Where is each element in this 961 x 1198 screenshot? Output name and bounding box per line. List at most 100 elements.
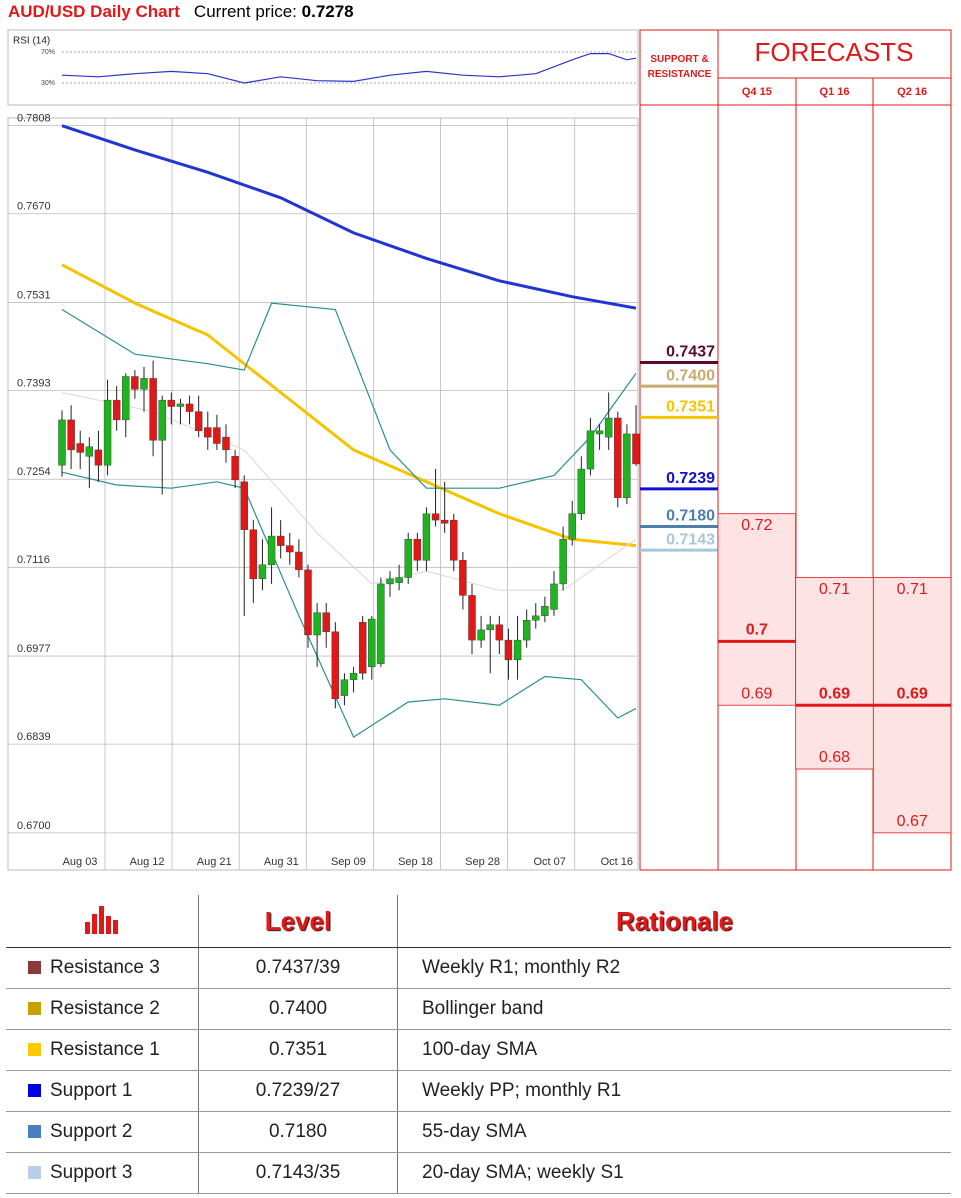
candle-body bbox=[122, 376, 130, 421]
candle-body bbox=[222, 436, 230, 451]
candle-body bbox=[231, 456, 239, 481]
candle-body bbox=[395, 577, 403, 583]
forecast-mid-label: 0.69 bbox=[897, 685, 928, 702]
candle-body bbox=[295, 551, 303, 571]
name-cell: Support 1 bbox=[6, 1070, 199, 1112]
rationale-cell: Bollinger band bbox=[397, 988, 951, 1030]
price: 0.7278 bbox=[301, 2, 354, 21]
candle-body bbox=[522, 620, 531, 641]
swatch bbox=[28, 1043, 41, 1056]
table-row: Resistance 3 0.7437/39 Weekly R1; monthly … bbox=[6, 947, 951, 989]
candle-body bbox=[358, 622, 367, 674]
candle-body bbox=[477, 629, 485, 641]
level-label: 0.7143 bbox=[666, 531, 715, 548]
forecast-high-label: 0.71 bbox=[897, 581, 928, 598]
candle-body bbox=[140, 378, 148, 390]
candle-body bbox=[149, 378, 157, 441]
candle-body bbox=[240, 481, 248, 530]
y-tick-label: 0.7116 bbox=[17, 554, 50, 566]
indicator-line bbox=[61, 471, 637, 738]
rsi-tick-label: 70% bbox=[41, 49, 55, 56]
table-row: Support 1 0.7239/27 Weekly PP; monthly R1 bbox=[6, 1070, 951, 1112]
quarter-label: Q4 15 bbox=[742, 86, 772, 98]
candle-body bbox=[67, 419, 75, 451]
swatch bbox=[28, 961, 41, 974]
candle-body bbox=[459, 560, 467, 596]
indicator-line bbox=[61, 302, 637, 489]
level-cell: 0.7400 bbox=[198, 988, 398, 1030]
forecast-range bbox=[795, 577, 874, 770]
y-tick-label: 0.7393 bbox=[17, 377, 51, 389]
forecast-range bbox=[717, 513, 797, 706]
candle-body bbox=[550, 583, 558, 610]
candle-body bbox=[331, 631, 340, 700]
candle-body bbox=[504, 639, 513, 661]
level-label: 0.7180 bbox=[666, 508, 715, 525]
candle-body bbox=[440, 519, 449, 524]
indicator-line bbox=[61, 263, 637, 548]
candle-body bbox=[568, 513, 576, 540]
table-row: Support 3 0.7143/35 20-day SMA; weekly S1 bbox=[6, 1152, 951, 1194]
forecast-high-label: 0.72 bbox=[741, 517, 772, 534]
row-name: Support 3 bbox=[50, 1162, 133, 1183]
candle-body bbox=[167, 399, 176, 407]
candle-body bbox=[103, 399, 112, 466]
x-tick-label: Aug 31 bbox=[264, 856, 299, 868]
x-tick-label: Oct 07 bbox=[533, 856, 565, 868]
quarter-label: Q2 16 bbox=[897, 86, 927, 98]
swatch bbox=[28, 1166, 41, 1179]
candle-body bbox=[541, 606, 549, 617]
row-name: Resistance 1 bbox=[50, 1039, 160, 1060]
candle-body bbox=[368, 618, 376, 668]
level-cell: 0.7143/35 bbox=[198, 1152, 398, 1194]
level-cell: 0.7180 bbox=[198, 1111, 398, 1153]
row-name: Resistance 2 bbox=[50, 998, 160, 1019]
y-tick-label: 0.7531 bbox=[17, 289, 51, 301]
forecast-title: FORECASTS bbox=[755, 37, 914, 67]
level-cell: 0.7351 bbox=[198, 1029, 398, 1071]
level-label: 0.7239 bbox=[666, 470, 715, 487]
candle-body bbox=[267, 535, 276, 565]
y-tick-label: 0.7808 bbox=[17, 113, 51, 125]
x-tick-label: Aug 03 bbox=[63, 856, 98, 868]
level-cell: 0.7239/27 bbox=[198, 1070, 398, 1112]
header: AUD/USD Daily Chart Current price: 0.7278 bbox=[8, 2, 354, 22]
candle-body bbox=[213, 427, 221, 444]
name-cell: Resistance 3 bbox=[6, 947, 199, 989]
candle-body bbox=[258, 564, 267, 580]
candle-body bbox=[204, 427, 212, 438]
candle-body bbox=[377, 583, 385, 664]
candle-body bbox=[604, 417, 613, 438]
level-label: 0.7351 bbox=[666, 399, 715, 416]
y-tick-label: 0.6839 bbox=[17, 731, 51, 743]
candle-body bbox=[340, 679, 349, 696]
rationale-header: Rationale bbox=[397, 895, 951, 948]
forecast-low-label: 0.68 bbox=[819, 749, 850, 766]
x-tick-label: Sep 09 bbox=[331, 856, 366, 868]
swatch bbox=[28, 1002, 41, 1015]
candle-body bbox=[559, 539, 567, 585]
forecast-high-label: 0.71 bbox=[819, 581, 850, 598]
candle-body bbox=[495, 624, 504, 641]
name-cell: Resistance 1 bbox=[6, 1029, 199, 1071]
forecast-low-label: 0.67 bbox=[897, 813, 928, 830]
candle-body bbox=[513, 639, 522, 661]
candle-body bbox=[595, 430, 604, 435]
candle-body bbox=[158, 399, 166, 441]
forecast-low-label: 0.69 bbox=[741, 685, 772, 702]
candle-body bbox=[286, 545, 294, 553]
candle-body bbox=[586, 430, 595, 470]
name-cell: Resistance 2 bbox=[6, 988, 199, 1030]
rsi-frame bbox=[7, 29, 639, 106]
candle-body bbox=[194, 411, 203, 431]
candle-body bbox=[249, 529, 258, 580]
table: Level Rationale Resistance 3 0.7437/39 Wee… bbox=[6, 895, 951, 1194]
candle-body bbox=[632, 433, 640, 465]
icon-cell bbox=[6, 895, 199, 948]
table-header: Level Rationale bbox=[6, 895, 951, 948]
candle-body bbox=[313, 612, 321, 636]
candle-body bbox=[58, 419, 66, 466]
candle-body bbox=[322, 612, 330, 632]
candle-body bbox=[94, 449, 103, 466]
table-row: Resistance 2 0.7400 Bollinger band bbox=[6, 988, 951, 1030]
